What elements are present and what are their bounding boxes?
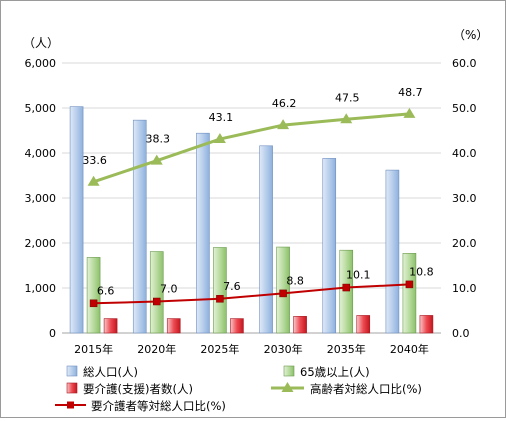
marker-elderly-ratio — [340, 113, 353, 124]
marker-care-ratio — [153, 297, 161, 306]
label-care-ratio: 7.6 — [223, 280, 241, 293]
bar-total-population — [322, 158, 337, 334]
y-right-unit-label: （%） — [453, 28, 488, 42]
y-left-unit-label: （人） — [23, 36, 59, 50]
x-tick-labels: 2015年 2020年 2025年 2030年 2035年 2040年 — [74, 342, 429, 356]
y-left-tick: 4,000 — [25, 147, 57, 160]
bar-elderly-65plus — [149, 251, 164, 334]
y-right-tick: 0.0 — [452, 327, 470, 340]
legend: 総人口(人) 65歳以上(人) 要介護(支援)者数(人) 高齢者対総人口比(%) 要介護… — [55, 365, 422, 413]
bar-elderly-65plus — [86, 257, 101, 334]
label-elderly-ratio: 47.5 — [335, 91, 360, 104]
line-care-ratio — [93, 283, 410, 305]
label-care-ratio: 7.0 — [160, 283, 178, 296]
x-tick-label: 2025年 — [200, 342, 239, 356]
x-tick-label: 2015年 — [74, 342, 113, 356]
x-tick-label: 2035年 — [327, 342, 366, 356]
bar-total-population — [132, 119, 147, 334]
bar-total-population — [69, 106, 84, 334]
y-right-tick: 10.0 — [452, 282, 477, 295]
grid-lines — [62, 62, 441, 334]
label-elderly-ratio: 38.3 — [146, 133, 171, 146]
marker-care-ratio — [216, 295, 224, 303]
bar-series — [69, 106, 434, 334]
bar-elderly-65plus — [339, 249, 354, 334]
legend-label-elderly-65plus: 65歳以上(人) — [300, 365, 370, 379]
label-care-ratio: 10.1 — [346, 269, 371, 282]
legend-swatch-total-population — [66, 365, 78, 377]
marker-elderly-ratio — [213, 133, 226, 144]
marker-care-ratio — [89, 299, 98, 308]
marker-care-ratio — [279, 289, 287, 298]
bar-care-recipients — [166, 318, 181, 334]
bar-care-recipients — [103, 318, 118, 334]
marker-elderly-ratio — [87, 175, 100, 186]
marker-elderly-ratio — [150, 154, 163, 165]
legend-label-care-ratio: 要介護者等対総人口比(%) — [91, 399, 226, 413]
label-elderly-ratio: 48.7 — [398, 86, 423, 99]
label-care-ratio: 6.6 — [97, 284, 115, 297]
bar-elderly-65plus — [402, 253, 417, 334]
legend-label-total-population: 総人口(人) — [83, 365, 138, 379]
legend-swatch-care-recipients — [66, 382, 78, 394]
x-tick-label: 2040年 — [390, 342, 429, 356]
y-right-tick-labels: 0.0 10.0 20.0 30.0 40.0 50.0 60.0 — [452, 57, 477, 340]
y-left-tick: 0 — [49, 327, 56, 340]
label-care-ratio: 8.8 — [286, 274, 304, 287]
legend-label-elderly-ratio: 高齢者対総人口比(%) — [310, 382, 422, 396]
line-elderly-ratio — [93, 112, 410, 184]
label-elderly-ratio: 43.1 — [209, 111, 234, 124]
bar-care-recipients — [230, 318, 244, 334]
label-elderly-ratio: 33.6 — [82, 154, 107, 167]
bar-care-recipients — [419, 315, 434, 334]
y-left-tick: 6,000 — [25, 57, 57, 70]
y-right-tick: 50.0 — [452, 102, 477, 115]
y-right-tick: 60.0 — [452, 57, 477, 70]
label-elderly-ratio: 46.2 — [272, 97, 297, 110]
y-left-tick: 3,000 — [25, 192, 57, 205]
x-tick-label: 2020年 — [137, 342, 176, 356]
y-left-tick: 1,000 — [25, 282, 57, 295]
bar-elderly-65plus — [213, 247, 227, 334]
legend-label-care-recipients: 要介護(支援)者数(人) — [83, 382, 193, 396]
y-left-tick: 5,000 — [25, 102, 57, 115]
legend-marker-elderly-ratio — [281, 382, 294, 392]
label-care-ratio: 10.8 — [409, 265, 434, 278]
y-right-tick: 40.0 — [452, 147, 477, 160]
y-left-tick-labels: 0 1,000 2,000 3,000 4,000 5,000 6,000 — [25, 57, 57, 340]
line-series: 33.6 38.3 43.1 46.2 47.5 48.7 6.6 7.0 7.6 8.8 10.1… — [82, 86, 434, 308]
bar-care-recipients — [293, 316, 307, 334]
bar-total-population — [196, 132, 210, 334]
bar-care-recipients — [356, 315, 371, 334]
marker-care-ratio — [342, 283, 350, 292]
y-right-tick: 30.0 — [452, 192, 477, 205]
bar-total-population — [259, 145, 273, 334]
marker-elderly-ratio — [403, 107, 416, 118]
x-tick-label: 2030年 — [264, 342, 303, 356]
marker-care-ratio — [405, 280, 414, 289]
legend-swatch-elderly-65plus — [283, 365, 295, 377]
y-right-tick: 20.0 — [452, 237, 477, 250]
legend-marker-care-ratio — [67, 401, 74, 409]
y-left-tick: 2,000 — [25, 237, 57, 250]
bar-total-population — [385, 169, 400, 334]
marker-elderly-ratio — [277, 119, 290, 130]
